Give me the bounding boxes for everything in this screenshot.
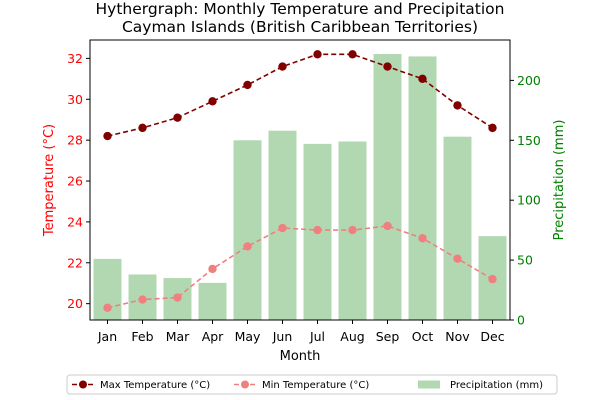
right-tick-label: 50 — [517, 253, 533, 268]
right-y-axis: 0 50 100 150 200 — [510, 73, 541, 328]
legend-frame — [66, 374, 558, 395]
left-tick-label: 28 — [67, 133, 83, 148]
max-temp-point-apr — [208, 97, 217, 106]
min-temp-point-aug — [348, 225, 357, 235]
legend-precip-swatch — [418, 380, 440, 389]
left-tick-label: 30 — [67, 92, 83, 107]
x-tick-label: Feb — [131, 329, 153, 344]
plot-frame — [89, 39, 511, 321]
min-temp-point-mar — [173, 293, 182, 302]
min-temp-point-sep — [383, 221, 392, 231]
left-tick-label: 24 — [67, 214, 83, 229]
max-temp-point-oct — [418, 74, 427, 84]
min-temp-point-oct — [418, 234, 427, 243]
right-tick-label: 0 — [517, 313, 525, 328]
x-axis-label: Month — [280, 349, 321, 364]
x-tick-label: Apr — [202, 329, 224, 344]
max-temp-point-may — [243, 80, 252, 90]
max-temp-point-jul — [313, 50, 322, 59]
temperature-lines — [103, 50, 497, 312]
legend-max-temp-label: Max Temperature (°C) — [100, 380, 210, 391]
max-temp-point-jun — [278, 62, 287, 71]
left-tick-label: 26 — [67, 174, 83, 189]
min-temp-point-nov — [453, 254, 462, 263]
max-temp-point-dec — [488, 123, 497, 133]
max-temp-point-mar — [173, 113, 182, 122]
x-tick-label: Dec — [480, 329, 504, 344]
x-tick-label: Nov — [445, 329, 470, 344]
x-tick-label: May — [235, 329, 261, 344]
min-temp-point-jan — [103, 303, 112, 312]
x-tick-label: Aug — [340, 329, 364, 344]
precip-bar-nov — [443, 136, 472, 320]
min-temp-point-dec — [488, 274, 497, 284]
max-temp-point-nov — [453, 101, 462, 110]
left-y-axis: 20 22 24 26 28 30 32 — [67, 51, 90, 311]
x-axis: Jan Feb Mar Apr May Jun Jul Aug Sep Oct Nov Dec — [97, 320, 505, 344]
legend: Max Temperature (°C) Min Temperature (°C)… — [66, 374, 558, 395]
right-tick-label: 200 — [517, 73, 541, 88]
x-tick-label: Sep — [376, 329, 400, 344]
chart-title-line1: Hythergraph: Monthly Temperature and Pre… — [96, 0, 505, 18]
precip-bar-may — [233, 140, 262, 320]
min-temp-point-jul — [313, 225, 322, 235]
precip-bar-apr — [198, 282, 227, 320]
left-tick-label: 32 — [67, 51, 83, 66]
legend-precip-label: Precipitation (mm) — [450, 380, 543, 391]
legend-min-temp-swatch-marker — [241, 380, 249, 389]
legend-min-temp-label: Min Temperature (°C) — [262, 380, 369, 391]
max-temp-point-aug — [348, 50, 357, 59]
x-tick-label: Jul — [309, 329, 325, 344]
x-tick-label: Jun — [272, 329, 293, 344]
max-temp-point-jan — [103, 131, 112, 141]
precip-bar-oct — [408, 56, 437, 320]
x-tick-label: Oct — [412, 329, 434, 344]
min-temp-line — [107, 225, 493, 309]
left-y-axis-label: Temperature (°C) — [42, 124, 57, 237]
chart-title-line2: Cayman Islands (British Caribbean Territ… — [122, 18, 478, 36]
right-y-axis-label: Precipitation (mm) — [552, 120, 567, 241]
left-tick-label: 22 — [67, 255, 83, 270]
min-temp-point-jun — [278, 223, 287, 233]
precipitation-bars — [93, 54, 507, 320]
left-tick-label: 20 — [67, 296, 83, 311]
max-temp-point-feb — [138, 123, 147, 133]
right-tick-label: 100 — [517, 193, 541, 208]
x-tick-label: Mar — [166, 329, 190, 344]
max-temp-point-sep — [383, 62, 392, 71]
min-temp-point-apr — [208, 264, 217, 274]
min-temp-point-feb — [138, 295, 147, 304]
right-tick-label: 150 — [517, 133, 541, 148]
max-temp-line — [107, 53, 493, 137]
min-temp-point-may — [243, 242, 252, 251]
x-tick-label: Jan — [97, 329, 117, 344]
legend-max-temp-swatch-marker — [79, 380, 87, 389]
precip-bar-sep — [373, 54, 402, 320]
